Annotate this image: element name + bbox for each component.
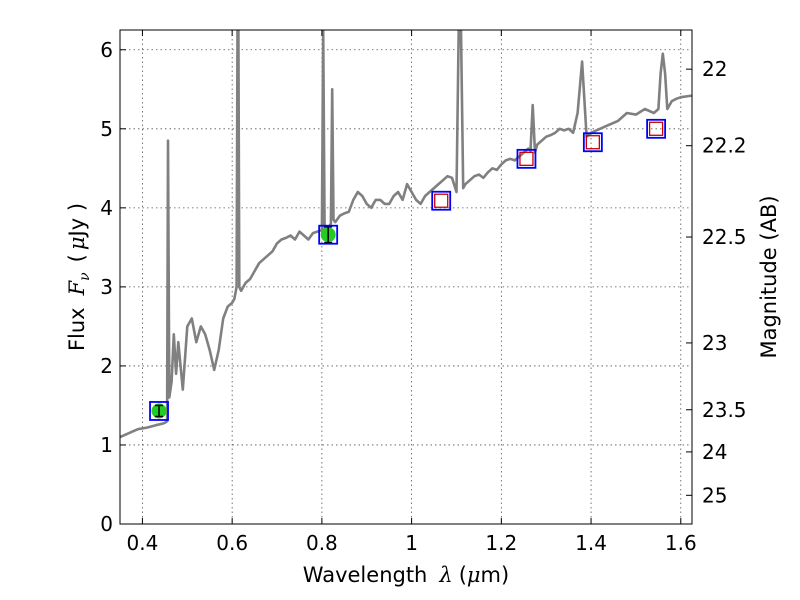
x-tick-label: 1: [405, 531, 418, 555]
y-axis-label: FluxFν(μJy ): [65, 203, 93, 351]
x-axis-ticks: 0.4 0.6 0.8 1 1.2 1.4 1.6: [127, 30, 697, 555]
y-tick-label: 0: [100, 512, 113, 536]
magnitude-tick-label: 22.5: [702, 225, 747, 249]
synthetic-flux-box: [582, 132, 603, 153]
x-tick-label: 0.6: [216, 531, 248, 555]
y-tick-label: 3: [100, 275, 113, 299]
magnitude-axis-ticks: 22 22.2 22.5 23 23.5 24 25: [686, 57, 747, 507]
x-tick-label: 0.8: [306, 531, 338, 555]
y-tick-label: 6: [100, 38, 113, 62]
magnitude-tick-label: 22.2: [702, 134, 747, 158]
y-axis-ticks: 0 1 2 3 4 5 6: [100, 38, 126, 536]
magnitude-tick-label: 24: [702, 440, 727, 464]
x-tick-label: 1.6: [665, 531, 697, 555]
model-flux-marker: [585, 135, 601, 150]
model-flux-marker: [648, 121, 664, 136]
magnitude-tick-label: 22: [702, 57, 727, 81]
synthetic-flux-box: [646, 118, 667, 139]
synthetic-flux-box: [431, 190, 452, 211]
x-tick-label: 1.4: [575, 531, 607, 555]
photometry-points: [149, 118, 667, 421]
model-flux-marker: [434, 193, 449, 208]
spectrum-line: [120, 30, 692, 439]
synthetic-flux-box: [149, 401, 169, 421]
x-tick-label: 0.4: [127, 531, 159, 555]
y-tick-label: 5: [100, 117, 113, 141]
plot-background: [120, 30, 692, 524]
x-axis-label: Wavelength λ (μm): [303, 563, 509, 587]
model-flux-marker: [519, 151, 534, 166]
synthetic-flux-box: [516, 148, 537, 169]
magnitude-tick-label: 23: [702, 331, 727, 355]
magnitude-tick-label: 25: [702, 483, 727, 507]
magnitude-axis-label: Magnitude (AB): [757, 195, 781, 358]
x-tick-label: 1.2: [485, 531, 517, 555]
magnitude-tick-label: 23.5: [702, 398, 747, 422]
y-tick-label: 4: [100, 196, 113, 220]
y-tick-label: 1: [100, 433, 113, 457]
plot-frame: [119, 29, 693, 525]
synthetic-flux-box: [318, 224, 339, 245]
y-tick-label: 2: [100, 354, 113, 378]
